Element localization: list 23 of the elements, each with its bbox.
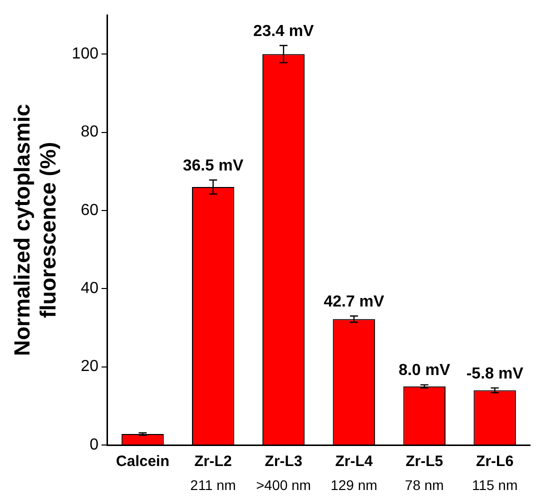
y-tick-label: 100 — [72, 45, 99, 62]
x-tick-label: Zr-L6 — [476, 453, 514, 470]
y-axis-title: Normalized cytoplasmic fluorescence (%) — [9, 104, 61, 356]
y-tick-label: 20 — [80, 358, 99, 376]
x-tick-label: Zr-L5 — [406, 453, 444, 470]
annotation: 23.4 mV — [253, 22, 314, 40]
y-tick-label: 40 — [80, 280, 99, 298]
text: 78 nm — [404, 476, 444, 493]
annotation: 36.5 mV — [182, 157, 244, 174]
annotation: -5.8 mV — [466, 365, 524, 382]
text: 211 nm — [190, 476, 236, 493]
y-tick-label: 60 — [80, 202, 99, 219]
text: 115 nm — [472, 476, 518, 493]
annotation: 42.7 mV — [324, 293, 385, 310]
annotation: 8.0 mV — [398, 362, 450, 380]
text: 129 nm — [330, 476, 378, 493]
y-tick-label: 80 — [80, 124, 99, 141]
x-tick-label: Calcein — [116, 453, 170, 470]
x-tick-label: Zr-L4 — [335, 453, 374, 470]
x-tick-label: Zr-L2 — [194, 453, 232, 470]
x-tick-label: Zr-L3 — [264, 453, 302, 470]
text: >400 nm — [256, 476, 311, 493]
y-tick-label: 0 — [90, 436, 99, 454]
